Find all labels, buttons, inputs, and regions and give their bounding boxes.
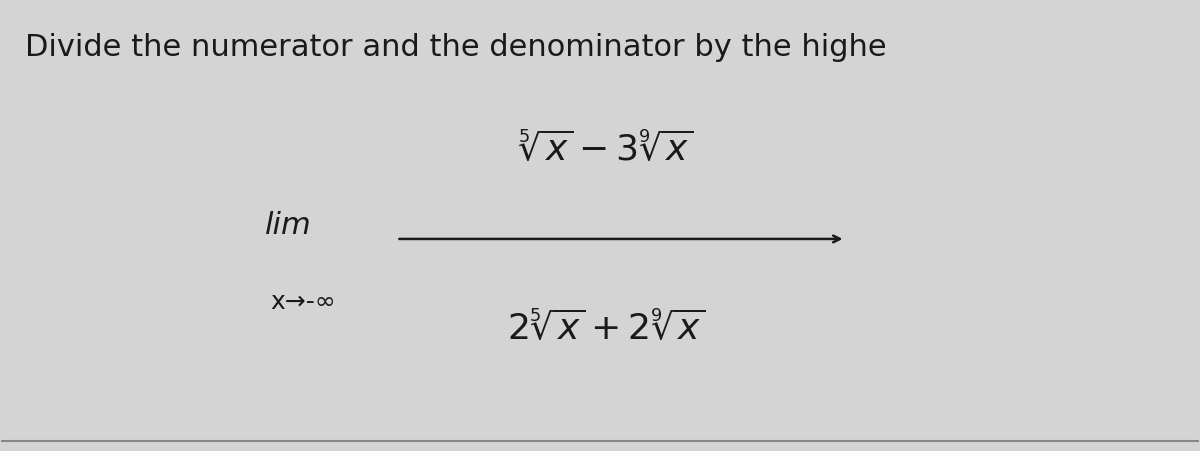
Text: $2\sqrt[5]{x}+2\sqrt[9]{x}$: $2\sqrt[5]{x}+2\sqrt[9]{x}$	[506, 311, 706, 346]
Text: x→-∞: x→-∞	[271, 290, 336, 314]
Text: $\sqrt[5]{x}-3\sqrt[9]{x}$: $\sqrt[5]{x}-3\sqrt[9]{x}$	[518, 132, 694, 167]
Text: lim: lim	[265, 211, 312, 240]
Text: Divide the numerator and the denominator by the highe: Divide the numerator and the denominator…	[25, 33, 887, 62]
